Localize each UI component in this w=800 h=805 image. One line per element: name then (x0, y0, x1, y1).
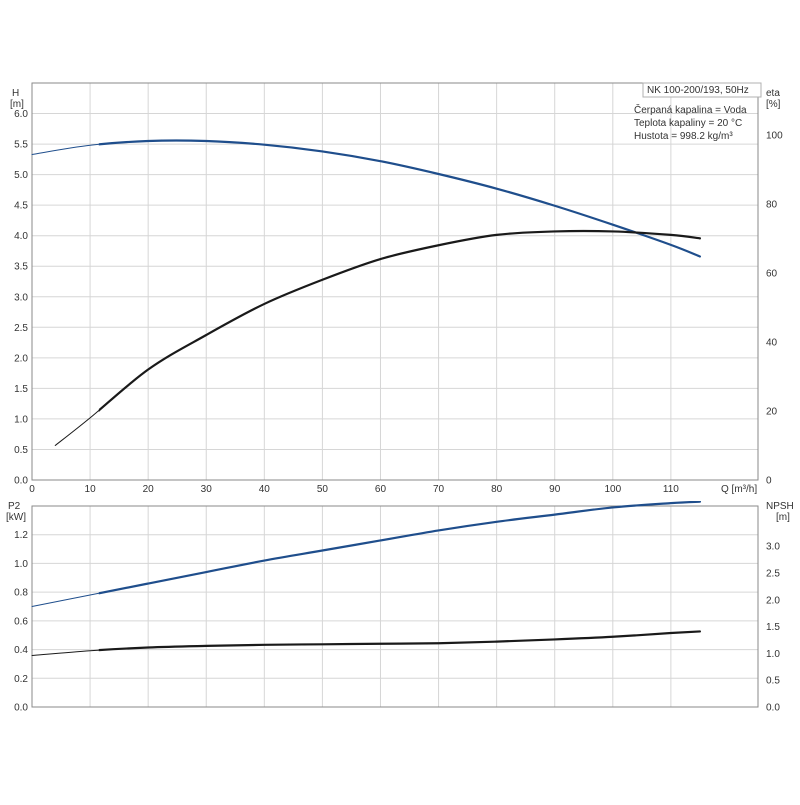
top-left-tick-label: 2.0 (14, 353, 28, 364)
bottom-right-tick-label: 0.5 (766, 676, 780, 687)
top-series-0-line (98, 139, 702, 258)
top-series-1-line (98, 229, 702, 412)
x-axis-label: Q [m³/h] (721, 484, 757, 495)
top-right-axis-label: eta (766, 88, 780, 99)
top-right-tick-label: 20 (766, 406, 778, 417)
top-right-tick-label: 100 (766, 130, 783, 141)
bottom-right-tick-label: 2.0 (766, 595, 780, 606)
x-tick-label: 110 (663, 484, 679, 495)
tick-labels: 0.0 0.5 1.0 1.5 2.0 2.5 3.0 3.5 4.0 4.5 5.0 5.5 6.0 0… (14, 109, 783, 713)
top-left-tick-label: 4.5 (14, 201, 28, 212)
bottom-right-axis-label: NPSH (766, 501, 794, 512)
top-left-tick-label: 4.0 (14, 231, 28, 242)
legend-title-box (642, 82, 762, 98)
top-left-tick-label: 0.5 (14, 445, 28, 456)
top-left-tick-label: 5.5 (14, 140, 28, 151)
top-left-tick-label: 1.0 (14, 414, 28, 425)
x-tick-label: 30 (201, 484, 213, 495)
bottom-left-tick-label: 0.0 (14, 703, 28, 714)
bottom-right-tick-label: 3.0 (766, 542, 780, 553)
top-left-axis-label: H (12, 88, 19, 99)
legend-title: NK 100-200/193, 50Hz (647, 85, 749, 96)
x-tick-label: 20 (143, 484, 155, 495)
bottom-series-1-line (98, 630, 702, 652)
legend-line-temperature: Teplota kapaliny = 20 °C (634, 118, 742, 129)
bottom-series-0-line (98, 501, 702, 595)
bottom-right-axis-unit: [m] (776, 512, 790, 523)
bottom-left-tick-label: 1.2 (14, 530, 28, 541)
x-tick-label: 80 (491, 484, 503, 495)
bottom-left-tick-label: 0.4 (14, 645, 28, 656)
curves (31, 139, 702, 657)
legend: NK 100-200/193, 50Hz Čerpaná kapalina = … (634, 82, 762, 142)
top-left-axis-unit: [m] (10, 99, 24, 110)
top-panel-frame (31, 82, 759, 481)
bottom-right-tick-label: 1.0 (766, 649, 780, 660)
legend-line-fluid: Čerpaná kapalina = Voda (634, 103, 747, 116)
panel-frames (31, 82, 759, 708)
top-left-tick-label: 6.0 (14, 109, 28, 120)
legend-line-density: Hustota = 998.2 kg/m³ (634, 131, 733, 142)
bottom-right-tick-label: 0.0 (766, 703, 780, 714)
top-right-axis-unit: [%] (766, 99, 781, 110)
x-tick-label: 40 (259, 484, 271, 495)
bottom-left-tick-label: 1.0 (14, 559, 28, 570)
x-tick-label: 0 (29, 484, 35, 495)
bottom-left-tick-label: 0.6 (14, 616, 28, 627)
bottom-right-tick-label: 2.5 (766, 569, 780, 580)
x-tick-label: 100 (604, 484, 621, 495)
grid-lines (31, 83, 758, 708)
x-tick-label: 10 (85, 484, 97, 495)
bottom-left-tick-label: 0.8 (14, 588, 28, 599)
x-tick-label: 50 (317, 484, 329, 495)
top-left-tick-label: 3.5 (14, 262, 28, 273)
top-left-tick-label: 2.5 (14, 323, 28, 334)
top-right-tick-label: 0 (766, 476, 772, 487)
x-tick-label: 70 (433, 484, 445, 495)
bottom-right-tick-label: 1.5 (766, 622, 780, 633)
x-tick-label: 60 (375, 484, 387, 495)
x-tick-label: 90 (549, 484, 561, 495)
top-right-tick-label: 40 (766, 337, 778, 348)
top-right-tick-label: 80 (766, 199, 778, 210)
bottom-panel-frame (31, 505, 759, 708)
bottom-left-axis-unit: [kW] (6, 512, 26, 523)
bottom-left-axis-label: P2 (8, 501, 21, 512)
top-left-tick-label: 1.5 (14, 384, 28, 395)
top-left-tick-label: 0.0 (14, 476, 28, 487)
top-right-tick-label: 60 (766, 268, 778, 279)
top-series-1-thin-line (54, 230, 701, 446)
bottom-series-0-thin-line (31, 501, 701, 607)
top-left-tick-label: 5.0 (14, 170, 28, 181)
bottom-left-tick-label: 0.2 (14, 674, 28, 685)
top-left-tick-label: 3.0 (14, 292, 28, 303)
